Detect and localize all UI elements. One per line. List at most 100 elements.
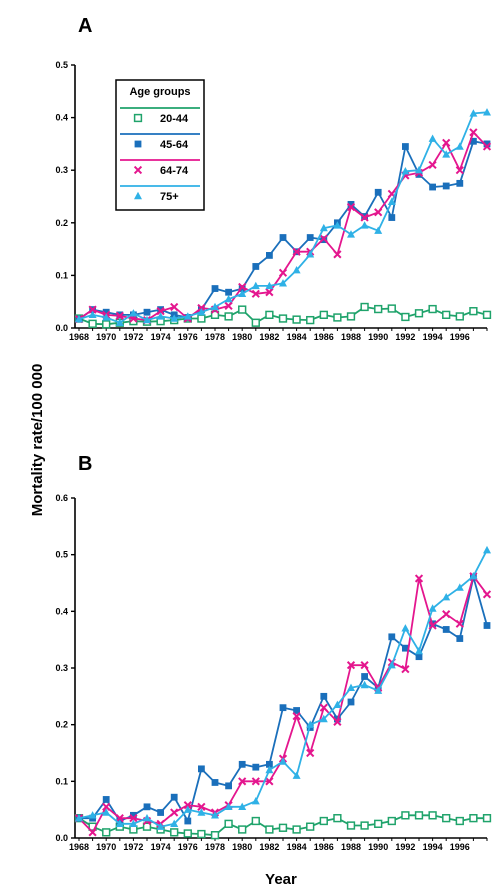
data-point-45-64	[266, 760, 273, 768]
data-point-20-44	[210, 831, 220, 840]
data-point-75+	[279, 757, 287, 765]
data-point-75+	[143, 813, 151, 822]
data-point-45-64	[456, 635, 464, 642]
data-point-20-44	[238, 825, 247, 834]
data-point-75+	[374, 226, 383, 234]
data-point-75+	[143, 315, 151, 324]
data-point-20-44	[88, 319, 97, 328]
data-point-75+	[238, 289, 247, 298]
data-point-45-64	[293, 707, 300, 714]
data-point-45-64	[306, 234, 314, 241]
data-point-75+	[360, 680, 369, 689]
data-point-45-64	[157, 306, 164, 313]
data-point-64-74	[88, 305, 97, 314]
data-point-20-44	[414, 811, 424, 820]
data-point-20-44	[469, 814, 478, 823]
x-tick-label: 1968	[69, 332, 89, 342]
data-point-20-44	[482, 310, 492, 320]
data-point-45-64	[211, 779, 219, 786]
x-tick-label: 1974	[151, 842, 171, 852]
data-point-64-74	[428, 621, 437, 630]
data-point-64-74	[278, 268, 288, 277]
data-point-20-44	[292, 825, 301, 834]
x-tick-label: 1990	[368, 332, 388, 342]
x-tick-label: 1982	[259, 332, 279, 342]
data-point-64-74	[265, 288, 274, 297]
data-point-75+	[102, 808, 111, 816]
series-line-64-74	[78, 575, 488, 834]
x-tick-label: 1994	[423, 332, 443, 342]
legend-title: Age groups	[129, 86, 190, 98]
data-point-64-74	[197, 802, 206, 811]
data-point-20-44	[251, 816, 260, 826]
x-tick-label: 1978	[205, 842, 225, 852]
data-point-20-44	[224, 312, 233, 321]
data-point-45-64	[102, 796, 110, 803]
data-point-45-64	[361, 673, 368, 680]
data-point-75+	[88, 310, 97, 319]
data-point-64-74	[129, 814, 138, 823]
data-point-45-64	[279, 234, 287, 241]
data-point-64-74	[115, 311, 124, 321]
data-point-20-44	[102, 828, 111, 837]
data-point-45-64	[170, 793, 178, 801]
y-tick-label: 0.4	[55, 606, 68, 616]
data-point-45-64	[442, 626, 450, 633]
data-point-20-44	[442, 310, 451, 320]
data-point-75+	[415, 166, 423, 174]
data-point-75+	[183, 805, 192, 813]
y-tick-label: 0.1	[55, 776, 68, 786]
data-point-20-44	[197, 829, 206, 839]
data-point-64-74	[469, 128, 478, 137]
series-20-44	[74, 302, 492, 329]
data-point-75+	[428, 604, 437, 612]
data-point-20-44	[197, 314, 206, 323]
x-tick-label: 1980	[232, 332, 252, 342]
y-tick-label: 0.0	[55, 833, 68, 843]
data-point-64-74	[374, 208, 383, 217]
data-point-45-64	[211, 285, 219, 292]
data-point-64-74	[265, 777, 274, 786]
legend-item-45-64: 45-64	[120, 133, 200, 151]
data-point-64-74	[482, 142, 492, 151]
data-point-45-64	[102, 308, 110, 316]
data-point-64-74	[455, 166, 464, 175]
x-tick-label: 1984	[287, 332, 307, 342]
data-point-45-64	[266, 252, 273, 259]
data-point-20-44	[374, 304, 383, 314]
data-point-45-64	[130, 811, 137, 819]
data-point-75+	[129, 819, 138, 828]
data-point-64-74	[197, 303, 206, 313]
x-tick-label: 1972	[123, 332, 143, 342]
data-point-75+	[455, 142, 464, 150]
data-point-45-64	[143, 308, 151, 316]
data-point-64-74	[319, 234, 328, 243]
data-point-45-64	[483, 140, 491, 148]
data-point-20-44	[360, 302, 369, 312]
series-75+	[75, 108, 491, 326]
x-tick-label: 1988	[341, 332, 361, 342]
x-tick-label: 1970	[96, 332, 116, 342]
data-point-45-64	[388, 214, 396, 221]
x-tick-label: 1970	[96, 842, 116, 852]
data-point-20-44	[129, 825, 138, 834]
data-point-75+	[306, 250, 315, 258]
x-tick-label: 1990	[368, 842, 388, 852]
x-tick-label: 1974	[151, 332, 171, 342]
data-point-75+	[455, 583, 464, 591]
legend-label: 45-64	[160, 139, 189, 151]
data-point-45-64	[374, 188, 382, 196]
data-point-75+	[129, 309, 138, 317]
data-point-64-74	[251, 289, 260, 298]
data-point-75+	[170, 819, 179, 828]
data-point-75+	[88, 811, 97, 819]
data-point-45-64	[143, 803, 151, 811]
x-tick-label: 1992	[395, 332, 415, 342]
x-axis-title: Year	[265, 871, 297, 888]
data-point-20-44	[333, 814, 342, 823]
x-tick-label: 1978	[205, 332, 225, 342]
data-point-75+	[360, 221, 369, 229]
data-point-75+	[347, 683, 355, 692]
series-75+	[75, 545, 491, 830]
